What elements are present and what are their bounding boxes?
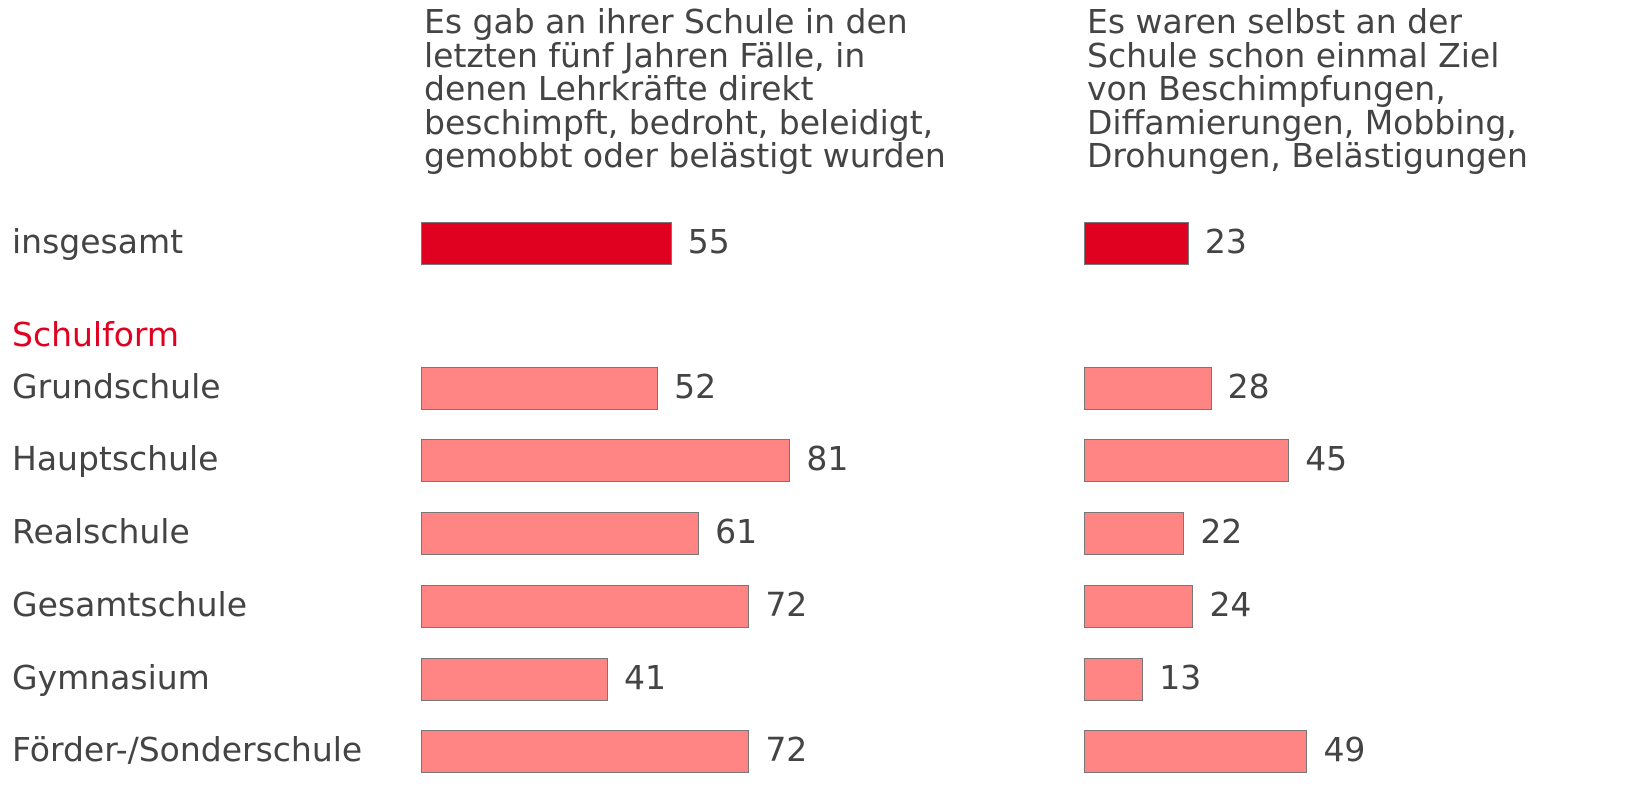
value-label: 72 <box>765 730 808 769</box>
bar <box>421 729 750 773</box>
value-label: 23 <box>1204 222 1247 261</box>
bar <box>1084 657 1144 701</box>
bar <box>1084 511 1185 555</box>
value-label: 61 <box>715 512 758 551</box>
panel-title: Es waren selbst an der Schule schon einm… <box>1087 2 1528 175</box>
value-label: 49 <box>1323 730 1366 769</box>
category-label: Gymnasium <box>12 658 210 697</box>
panel-title: Es gab an ihrer Schule in den letzten fü… <box>424 2 946 175</box>
value-label: 28 <box>1227 367 1270 406</box>
bar <box>421 584 750 628</box>
bar <box>421 438 791 482</box>
category-label: Hauptschule <box>12 439 219 478</box>
group-label: Schulform <box>12 315 180 354</box>
category-label: Förder-/Sonderschule <box>12 730 363 769</box>
value-label: 52 <box>674 367 717 406</box>
category-label: Realschule <box>12 512 190 551</box>
value-label: 72 <box>765 585 808 624</box>
category-label: Gesamtschule <box>12 585 248 624</box>
category-label: Grundschule <box>12 367 221 406</box>
bar <box>1084 584 1194 628</box>
value-label: 45 <box>1305 439 1348 478</box>
bar <box>421 366 659 410</box>
bar <box>421 511 700 555</box>
category-label: insgesamt <box>12 222 184 261</box>
bar <box>1084 221 1189 265</box>
value-label: 13 <box>1159 658 1202 697</box>
bar <box>1084 729 1308 773</box>
value-label: 22 <box>1200 512 1243 551</box>
value-label: 24 <box>1209 585 1252 624</box>
bar <box>421 221 672 265</box>
value-label: 55 <box>687 222 730 261</box>
bar <box>1084 366 1212 410</box>
bar <box>1084 438 1290 482</box>
value-label: 41 <box>623 658 666 697</box>
value-label: 81 <box>806 439 849 478</box>
bar <box>421 657 608 701</box>
